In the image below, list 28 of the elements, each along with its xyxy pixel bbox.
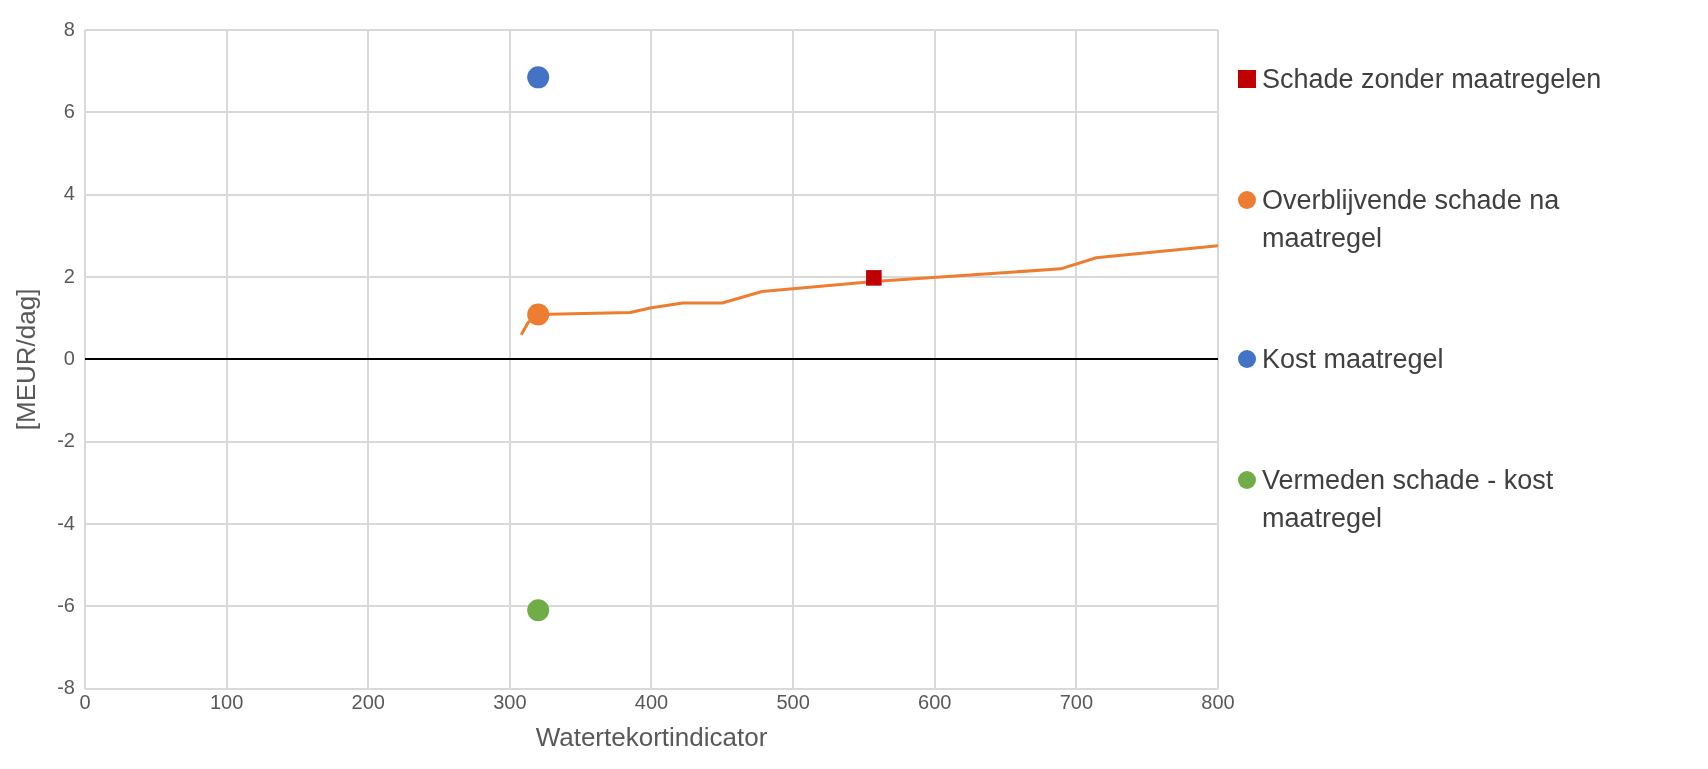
y-axis-title: [MEUR/dag]: [10, 288, 41, 431]
y-tick-label: -2: [57, 429, 75, 452]
x-tick-label: 400: [634, 691, 669, 714]
point: [527, 303, 550, 326]
legend-label: Kost maatregel: [1262, 342, 1444, 376]
y-tick-label: -4: [57, 511, 75, 534]
point: [866, 270, 882, 286]
y-tick-label: -6: [57, 593, 75, 616]
point: [527, 599, 550, 622]
y-tick-label: -8: [57, 676, 75, 699]
x-tick-label: 200: [351, 691, 385, 714]
y-tick-label: 6: [63, 99, 75, 122]
x-tick-label: 700: [1059, 691, 1094, 714]
y-tick-label: 0: [63, 346, 75, 369]
y-tick-label: 4: [63, 182, 75, 205]
legend-label: Schade zonder maatregelen: [1262, 62, 1602, 96]
point: [527, 66, 550, 89]
x-tick-label: 800: [1201, 691, 1235, 714]
x-tick-label: 600: [918, 691, 952, 714]
legend-label: Vermeden schade - kost maatregel: [1262, 463, 1555, 535]
x-tick-label: 0: [79, 691, 91, 714]
y-tick-label: 8: [63, 17, 75, 40]
legend-label: Overblijvende schade na maatregel: [1262, 183, 1561, 255]
x-tick-label: 500: [776, 691, 810, 714]
x-tick-label: 300: [493, 691, 527, 714]
x-axis-title: Watertekortindicator: [535, 721, 768, 752]
y-tick-label: 2: [63, 264, 75, 287]
x-tick-label: 100: [209, 691, 244, 714]
